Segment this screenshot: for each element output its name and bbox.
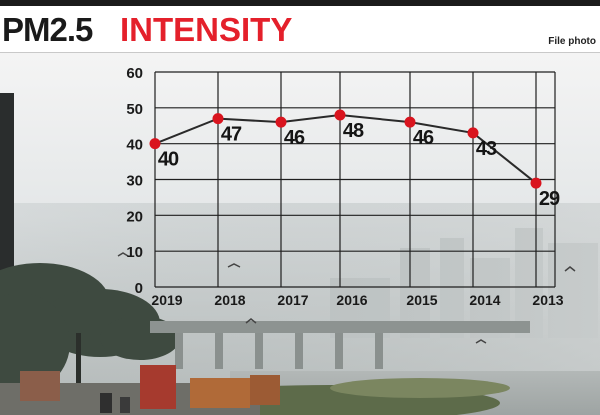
y-tick-label: 40	[126, 137, 143, 154]
title-intensity: INTENSITY	[120, 11, 293, 48]
x-tick-label: 2013	[532, 292, 563, 308]
data-points	[149, 109, 542, 189]
y-axis-ticks: 60 50 40 30 20 10 0	[126, 65, 143, 297]
data-label-2014: 43	[476, 138, 497, 160]
x-tick-label: 2015	[406, 292, 437, 308]
data-point-2015	[404, 116, 416, 128]
y-tick-label: 10	[126, 244, 143, 261]
x-tick-label: 2016	[336, 292, 367, 308]
y-tick-label: 30	[126, 173, 143, 190]
x-axis-ticks: 2019 2018 2017 2016 2015 2014 2013	[151, 292, 563, 308]
data-labels: 40 47 46 48 46 43 29	[158, 120, 561, 210]
x-tick-label: 2019	[151, 292, 182, 308]
data-point-2019	[149, 138, 161, 150]
data-label-2019: 40	[158, 149, 179, 171]
background-photo	[0, 53, 600, 415]
data-label-2016: 48	[343, 120, 364, 142]
photo-credit: File photo	[548, 36, 596, 47]
title-pm25: PM2.5	[2, 11, 93, 48]
chart-grid	[154, 71, 556, 288]
y-tick-label: 20	[126, 208, 143, 225]
top-bar	[0, 0, 600, 6]
x-tick-label: 2014	[469, 292, 500, 308]
y-tick-label: 50	[126, 101, 143, 118]
data-label-2013: 29	[539, 188, 560, 210]
y-tick-label: 0	[135, 280, 143, 297]
header-divider	[0, 52, 600, 53]
data-label-2017: 46	[284, 127, 305, 149]
data-label-2015: 46	[413, 127, 434, 149]
x-tick-label: 2017	[277, 292, 308, 308]
x-tick-label: 2018	[214, 292, 245, 308]
data-point-2017	[275, 116, 287, 128]
data-label-2018: 47	[221, 124, 242, 146]
data-point-2018	[212, 113, 224, 125]
data-point-2013	[530, 177, 542, 189]
y-tick-label: 60	[126, 65, 143, 82]
chart-header: PM2.5 INTENSITY File photo	[0, 6, 600, 52]
data-point-2016	[334, 109, 346, 121]
data-point-2014	[467, 127, 479, 139]
